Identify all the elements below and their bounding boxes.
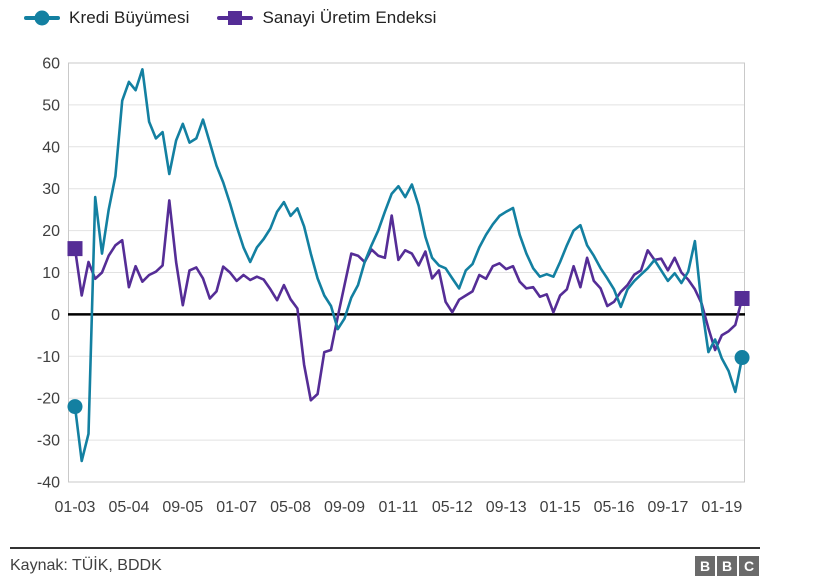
plot-border — [68, 62, 745, 483]
y-axis-label: 60 — [42, 56, 60, 73]
y-axis-label: 10 — [42, 265, 60, 282]
x-axis-label: 01-19 — [701, 499, 742, 516]
footer-divider — [10, 547, 760, 549]
chart-line-sanayi — [73, 199, 744, 402]
legend-item-sanayi-uretim: Sanayi Üretim Endeksi — [217, 8, 436, 28]
y-axis-label: 20 — [42, 223, 60, 240]
chart-line-kredi — [73, 68, 744, 463]
y-axis-label: -30 — [37, 433, 60, 450]
bbc-logo: B B C — [695, 556, 759, 576]
series-endpoint-circle-marker — [734, 350, 750, 366]
bbc-logo-block: B — [695, 556, 715, 576]
x-axis-label: 05-16 — [594, 499, 635, 516]
y-axis-label: 30 — [42, 181, 60, 198]
x-axis-label: 09-17 — [647, 499, 688, 516]
chart-legend: Kredi Büyümesi Sanayi Üretim Endeksi — [24, 8, 437, 28]
legend-item-kredi-buyumesi: Kredi Büyümesi — [24, 8, 189, 28]
x-axis-label: 01-11 — [379, 499, 419, 516]
legend-label: Kredi Büyümesi — [69, 8, 190, 27]
x-axis-label: 05-08 — [270, 499, 311, 516]
y-axis-label: -40 — [37, 475, 60, 492]
y-axis-label: 0 — [51, 307, 60, 324]
x-axis-label: 01-15 — [540, 499, 581, 516]
x-axis-label: 09-13 — [486, 499, 527, 516]
bbc-logo-block: B — [717, 556, 737, 576]
y-axis-label: -20 — [37, 391, 60, 408]
legend-label: Sanayi Üretim Endeksi — [262, 8, 437, 27]
y-axis-label: 50 — [42, 97, 60, 114]
x-axis-label: 09-09 — [324, 499, 365, 516]
x-axis-label: 01-07 — [216, 499, 257, 516]
x-axis-label: 05-04 — [108, 499, 149, 516]
series-endpoint-circle-marker — [67, 399, 83, 415]
source-text: Kaynak: TÜİK, BDDK — [10, 557, 162, 574]
y-axis-label: 40 — [42, 139, 60, 156]
bbc-logo-block: C — [739, 556, 759, 576]
y-axis-label: -10 — [37, 349, 60, 366]
series-endpoint-square-marker — [734, 290, 750, 306]
line-circle-marker-icon — [24, 8, 60, 28]
x-axis-label: 01-03 — [55, 499, 96, 516]
x-axis-label: 05-12 — [432, 499, 473, 516]
line-square-marker-icon — [217, 8, 254, 28]
x-axis-label: 09-05 — [162, 499, 203, 516]
series-endpoint-square-marker — [67, 241, 83, 257]
